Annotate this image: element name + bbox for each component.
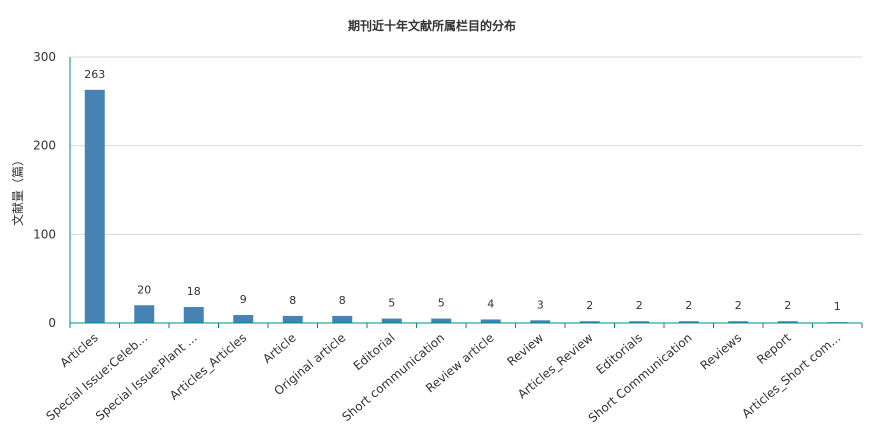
y-tick-label: 100 bbox=[33, 227, 56, 241]
data-label: 2 bbox=[784, 299, 791, 312]
bar bbox=[282, 315, 303, 323]
y-axis-label: 文献量（篇） bbox=[10, 154, 25, 226]
y-axis-ticks: 0 100 200 300 bbox=[33, 50, 56, 330]
bar bbox=[629, 321, 650, 323]
bar bbox=[728, 321, 749, 323]
bars bbox=[84, 89, 848, 323]
chart-title: 期刊近十年文献所属栏目的分布 bbox=[348, 18, 516, 33]
bar bbox=[233, 315, 254, 323]
data-label: 2 bbox=[685, 299, 692, 312]
data-label: 9 bbox=[240, 293, 247, 306]
axes bbox=[69, 57, 863, 328]
data-label: 2 bbox=[735, 299, 742, 312]
x-tick-label: Editorial bbox=[351, 331, 398, 374]
data-label: 20 bbox=[137, 283, 151, 296]
data-label: 5 bbox=[388, 297, 395, 310]
x-tick-label: Report bbox=[754, 330, 794, 366]
bar bbox=[183, 307, 204, 323]
data-label: 2 bbox=[636, 299, 643, 312]
x-tick-label: Article bbox=[260, 331, 298, 366]
gridlines bbox=[70, 56, 862, 235]
bar bbox=[381, 318, 402, 323]
data-label: 4 bbox=[487, 297, 494, 310]
data-labels: 263 20 18 9 8 8 5 5 4 3 2 2 2 2 2 1 bbox=[84, 68, 841, 313]
data-label: 3 bbox=[537, 298, 544, 311]
bar bbox=[332, 315, 353, 323]
bar bbox=[84, 89, 105, 323]
y-tick-label: 200 bbox=[33, 139, 56, 153]
data-label: 8 bbox=[289, 294, 296, 307]
x-tick-label: Review bbox=[504, 330, 546, 368]
bar bbox=[579, 321, 600, 323]
bar bbox=[134, 305, 155, 323]
data-label: 8 bbox=[339, 294, 346, 307]
x-tick-label: Articles_Short com... bbox=[739, 331, 843, 421]
bar bbox=[480, 319, 501, 323]
data-label: 263 bbox=[84, 68, 105, 81]
bar bbox=[431, 318, 452, 323]
x-tick-label: Reviews bbox=[698, 331, 745, 373]
data-label: 5 bbox=[438, 297, 445, 310]
y-tick-label: 300 bbox=[33, 50, 56, 64]
data-label: 1 bbox=[834, 300, 841, 313]
bar bbox=[530, 320, 551, 323]
data-label: 2 bbox=[586, 299, 593, 312]
bar bbox=[777, 321, 798, 323]
bar bbox=[678, 321, 699, 323]
x-tick-label: Articles bbox=[57, 331, 100, 370]
data-label: 18 bbox=[187, 285, 201, 298]
y-tick-label: 0 bbox=[48, 316, 56, 330]
